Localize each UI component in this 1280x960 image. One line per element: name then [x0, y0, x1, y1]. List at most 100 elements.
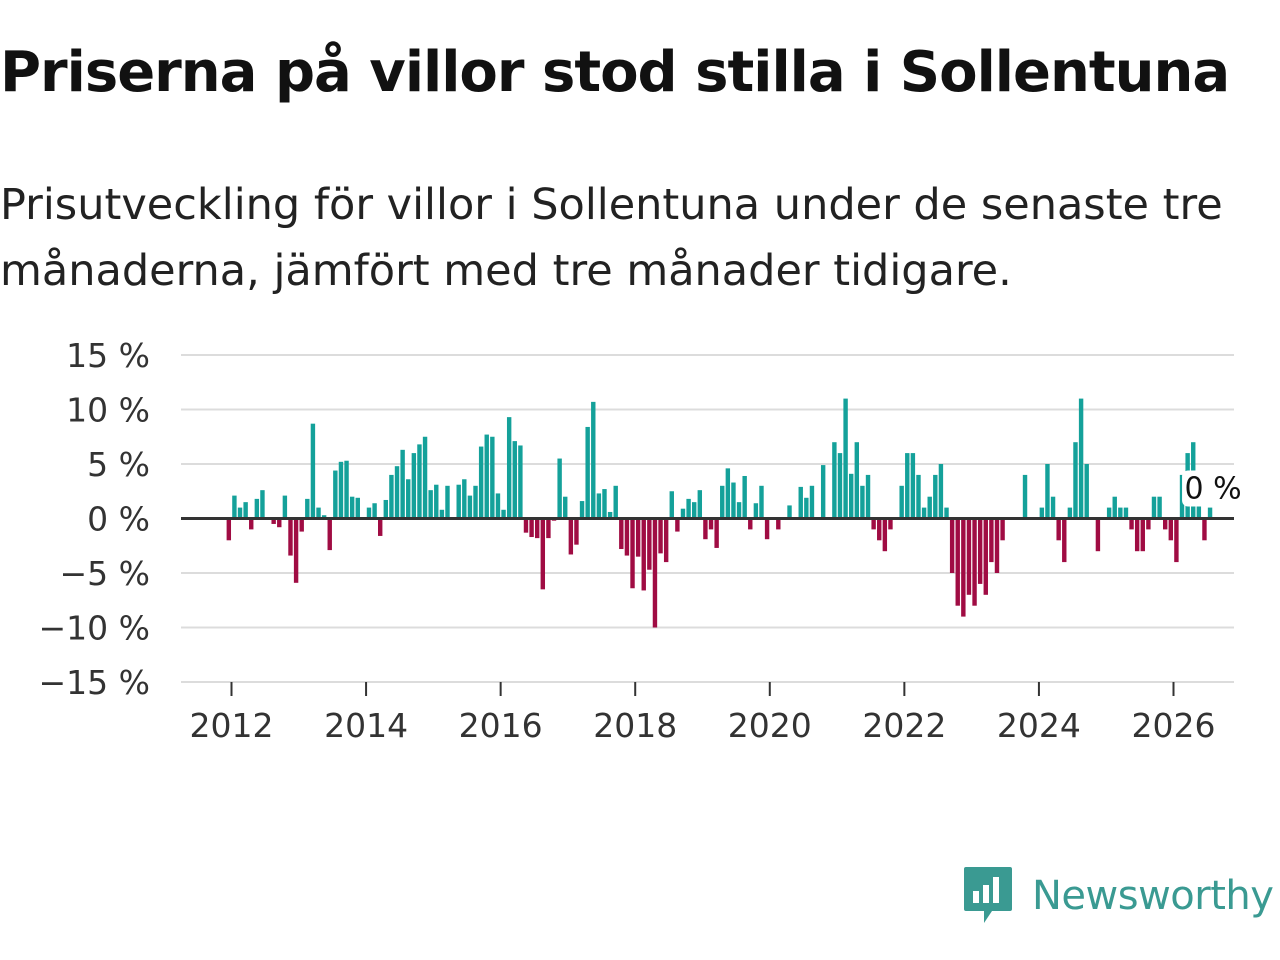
data-bar	[462, 479, 467, 519]
data-bar	[624, 518, 630, 556]
data-bar	[1073, 442, 1078, 519]
data-bar	[591, 401, 596, 519]
x-tick-label: 2020	[728, 706, 812, 745]
data-bar	[226, 518, 232, 541]
data-bar	[478, 446, 484, 519]
data-bar	[349, 496, 355, 519]
data-bar	[933, 474, 938, 519]
y-tick-label: −15 %	[39, 663, 151, 702]
x-tick-label: 2026	[1132, 706, 1216, 745]
data-bar	[1118, 507, 1123, 519]
data-bar	[994, 518, 1000, 573]
data-bar	[428, 490, 433, 519]
data-bar	[843, 398, 848, 519]
data-bar	[832, 442, 837, 519]
data-bar	[658, 518, 663, 554]
data-bar	[742, 475, 747, 519]
data-bar	[736, 502, 742, 519]
data-bar	[366, 507, 372, 519]
data-bar	[467, 495, 473, 519]
data-bar	[1084, 464, 1089, 519]
data-bar	[849, 473, 854, 519]
data-bar	[378, 518, 383, 536]
data-bar	[983, 518, 988, 595]
data-bar	[1050, 496, 1056, 519]
data-bar	[484, 434, 489, 519]
data-bar	[1179, 474, 1185, 519]
data-bar	[1163, 518, 1168, 530]
data-bar	[692, 502, 697, 519]
data-bar	[1129, 518, 1134, 530]
annotation-label: 0 %	[1184, 472, 1241, 507]
data-bar	[456, 484, 461, 519]
data-bar	[680, 508, 686, 519]
data-bar	[669, 491, 674, 519]
data-bar	[809, 485, 815, 519]
data-bar	[641, 518, 646, 591]
data-bar	[961, 518, 966, 617]
data-bar	[899, 485, 904, 519]
data-bar	[344, 460, 349, 519]
data-bar	[720, 485, 725, 519]
data-bar	[776, 518, 781, 530]
data-bar	[1134, 518, 1140, 552]
data-bar	[1106, 507, 1112, 519]
data-bar	[316, 507, 321, 519]
data-bar	[321, 515, 327, 519]
data-bar	[753, 503, 759, 519]
data-bar	[916, 474, 921, 519]
data-bar	[1112, 496, 1117, 519]
annotation-background	[1182, 470, 1243, 507]
data-bar	[579, 501, 585, 519]
data-bar	[596, 493, 602, 519]
newsworthy-logo-text: Newsworthy	[1032, 873, 1274, 919]
data-bar	[501, 509, 506, 519]
data-bar	[708, 518, 714, 530]
data-bar	[1056, 518, 1061, 541]
data-bar	[949, 518, 955, 573]
data-bar	[1207, 507, 1213, 519]
data-bar	[563, 496, 568, 519]
data-bar	[613, 485, 618, 519]
data-bar	[888, 518, 893, 530]
data-bar	[495, 493, 501, 519]
data-bar	[804, 497, 809, 519]
y-tick-label: 5 %	[87, 445, 150, 484]
chart-title: Priserna på villor stod stilla i Sollent…	[0, 40, 1230, 105]
data-bar	[333, 470, 338, 519]
data-bar	[865, 474, 871, 519]
data-bar	[944, 507, 949, 519]
x-tick-label: 2012	[190, 706, 274, 745]
data-bar	[305, 498, 310, 519]
data-bar	[1039, 507, 1045, 519]
data-bar	[338, 461, 344, 519]
data-bar	[260, 490, 265, 519]
data-bar	[585, 426, 590, 519]
data-bar	[927, 496, 932, 519]
data-bar	[249, 518, 254, 530]
data-bar	[411, 453, 417, 519]
data-bar	[602, 489, 607, 519]
data-bar	[271, 518, 276, 524]
data-bar	[647, 518, 652, 570]
data-bar	[1062, 518, 1067, 563]
data-bar	[1067, 507, 1073, 519]
data-bar	[1202, 518, 1207, 541]
data-bar	[1168, 518, 1174, 541]
data-bar	[232, 495, 237, 519]
tick-labels: 15 % 10 % 5 % 0 % −5 % −10 % −15 % 2012 2014 2016…	[39, 336, 1216, 745]
data-bar	[748, 518, 753, 530]
data-bar	[355, 497, 360, 519]
data-bar	[417, 444, 422, 519]
data-bar	[1078, 398, 1084, 519]
data-bar	[546, 518, 551, 539]
data-bar	[327, 518, 332, 551]
data-bar	[955, 518, 960, 606]
data-bar	[1022, 474, 1028, 519]
data-bar	[714, 518, 719, 548]
newsworthy-logo: Newsworthy	[962, 864, 1274, 928]
data-bar	[293, 518, 299, 583]
data-bar	[254, 498, 260, 519]
data-bar	[989, 518, 994, 563]
data-bar	[535, 518, 540, 539]
